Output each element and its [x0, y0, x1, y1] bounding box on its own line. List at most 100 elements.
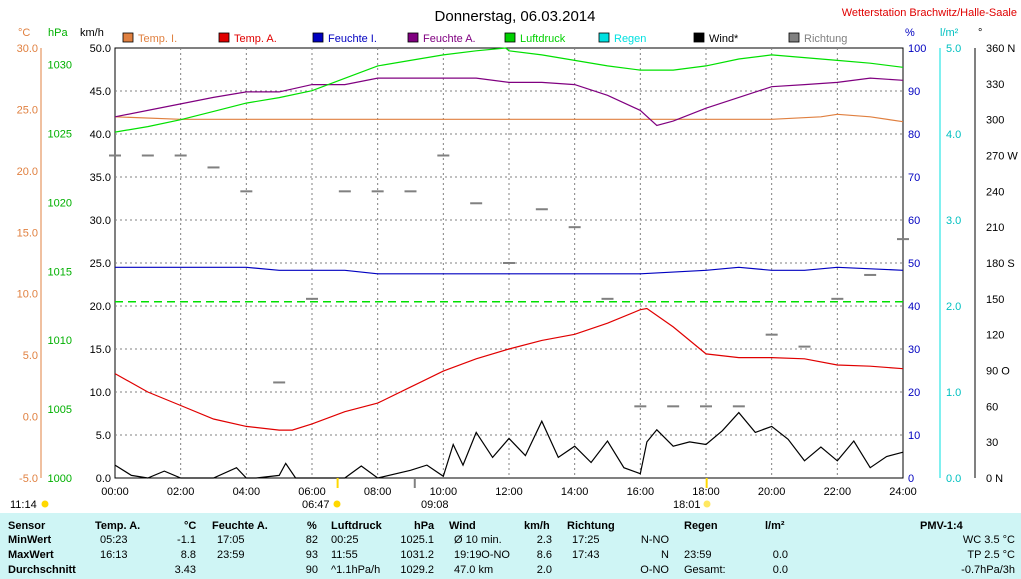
stats-cell-dir-val: N-NO [640, 534, 669, 546]
weather-chart: Donnerstag, 06.03.2014 Wetterstation Bra… [10, 7, 1019, 511]
time-tick-label: 22:00 [824, 486, 852, 498]
wind-tick-label: 0.0 [96, 473, 111, 485]
direction-mark [798, 345, 811, 348]
humidity-unit-label: % [905, 27, 915, 39]
direction-mark [338, 190, 351, 193]
series-line-luftdruck [114, 47, 904, 133]
temp-tick-label: 20.0 [17, 166, 38, 178]
series-layer [109, 47, 909, 479]
stats-cell-wind-dir: O-NO [481, 549, 510, 561]
direction-tick-label: 210 [986, 222, 1004, 234]
wind-tick-label: 25.0 [90, 258, 111, 270]
statistics-panel: Sensor Temp. A. °C Feuchte A. % Luftdruc… [0, 513, 1021, 579]
direction-mark [207, 166, 220, 169]
direction-tick-label: 30 [986, 437, 998, 449]
stats-header-temp-unit: °C [184, 520, 197, 532]
pressure-tick-label: 1030 [48, 60, 72, 72]
humidity-tick-label: 10 [908, 430, 920, 442]
stats-cell-press-time: 00:25 [331, 534, 359, 546]
time-tick-label: 20:00 [758, 486, 786, 498]
sun-events: 11:14 06:47 09:08 18:01 [10, 478, 711, 511]
humidity-tick-label: 30 [908, 344, 920, 356]
direction-mark [306, 297, 318, 300]
pressure-tick-label: 1005 [48, 404, 72, 416]
legend-swatch [504, 32, 516, 43]
wind-tick-label: 35.0 [90, 172, 111, 184]
stats-cell-pmv: WC 3.5 °C [962, 534, 1015, 546]
direction-mark [404, 190, 417, 193]
moonset-icon [41, 500, 49, 508]
time-tick-label: 18:00 [692, 486, 720, 498]
stats-cell-press-time: ^1.1hPa/h [331, 564, 381, 576]
stats-cell-wind-val: 8.6 [536, 549, 552, 561]
direction-mark [174, 154, 187, 157]
direction-tick-label: 150 [986, 294, 1004, 306]
direction-mark [765, 333, 778, 336]
stats-cell-label: Durchschnitt [8, 564, 76, 576]
wind-tick-label: 10.0 [90, 387, 111, 399]
direction-tick-label: 0 N [986, 473, 1003, 485]
stats-cell-pmv: TP 2.5 °C [967, 549, 1015, 561]
wind-tick-label: 45.0 [90, 86, 111, 98]
direction-mark [503, 262, 515, 264]
stats-cell-rain-val: 0.0 [772, 564, 788, 576]
axis-unit-labels: °C hPa km/h % l/m² ° [18, 27, 982, 39]
stats-cell-press-time: 11:55 [331, 549, 358, 561]
stats-cell-press-val: 1031.2 [400, 549, 434, 561]
stats-header-rain-unit: l/m² [765, 520, 785, 532]
temp-tick-label: 0.0 [23, 412, 38, 424]
temp-tick-label: 30.0 [17, 43, 38, 55]
direction-tick-label: 300 [986, 115, 1004, 127]
pressure-unit-label: hPa [48, 27, 68, 39]
stats-header-humidity: Feuchte A. [212, 520, 268, 532]
stats-header-pmv: PMV-1:4 [920, 520, 963, 532]
stats-cell-press-val: 1025.1 [400, 534, 434, 546]
wind-tick-label: 40.0 [90, 129, 111, 141]
series-line-wind- [114, 411, 904, 479]
legend-swatch [788, 32, 800, 43]
series-line-feuchte-a- [114, 77, 904, 127]
series-line-feuchte-i- [115, 266, 904, 275]
humidity-tick-label: 50 [908, 258, 920, 270]
direction-tick-label: 180 S [986, 258, 1015, 270]
direction-unit-label: ° [978, 27, 982, 39]
rain-tick-label: 0.0 [946, 473, 961, 485]
time-tick-label: 04:00 [233, 486, 261, 498]
station-name: Wetterstation Brachwitz/Halle-Saale [842, 7, 1017, 19]
direction-mark [109, 154, 121, 157]
direction-tick-label: 330 [986, 79, 1004, 91]
stats-cell-hum-time: 23:59 [217, 549, 245, 561]
pressure-tick-label: 1010 [48, 335, 72, 347]
stats-header-sensor: Sensor [8, 520, 46, 532]
stats-cell-temp-val: 3.43 [174, 564, 196, 576]
stats-cell-label: MinWert [8, 534, 52, 546]
sunrise-label: 06:47 [302, 499, 330, 511]
stats-cell-wind-label: 19:19 [454, 549, 482, 561]
stats-cell-rain-time: Gesamt: [684, 564, 726, 576]
temp-tick-label: 25.0 [17, 104, 38, 116]
legend-swatch [122, 32, 134, 43]
wind-tick-label: 5.0 [96, 430, 111, 442]
sunset-label: 18:01 [673, 499, 701, 511]
stats-cell-temp-time: 16:13 [100, 549, 128, 561]
axes: 30.025.020.015.010.05.00.0-5.01030102510… [17, 43, 1019, 498]
direction-tick-label: 240 [986, 186, 1004, 198]
direction-mark [700, 405, 712, 408]
humidity-tick-label: 80 [908, 129, 920, 141]
stats-header-wind-unit: km/h [524, 520, 550, 532]
stats-cell-dir-val: N [661, 549, 669, 561]
humidity-tick-label: 60 [908, 215, 920, 227]
stats-cell-hum-val: 82 [305, 534, 318, 546]
temp-tick-label: -5.0 [19, 473, 38, 485]
stats-cell-temp-val: 8.8 [180, 549, 196, 561]
direction-mark [732, 405, 745, 408]
moonset-label: 11:14 [10, 499, 37, 511]
direction-tick-label: 90 O [986, 366, 1010, 378]
stats-header-temp: Temp. A. [95, 520, 141, 532]
series-line-temp-a- [114, 307, 904, 431]
stats-cell-dir-time: 17:43 [572, 549, 600, 561]
legend-label: Luftdruck [520, 33, 566, 45]
pressure-tick-label: 1000 [48, 473, 72, 485]
legend-label: Feuchte A. [423, 33, 476, 45]
direction-tick-label: 360 N [986, 43, 1015, 55]
